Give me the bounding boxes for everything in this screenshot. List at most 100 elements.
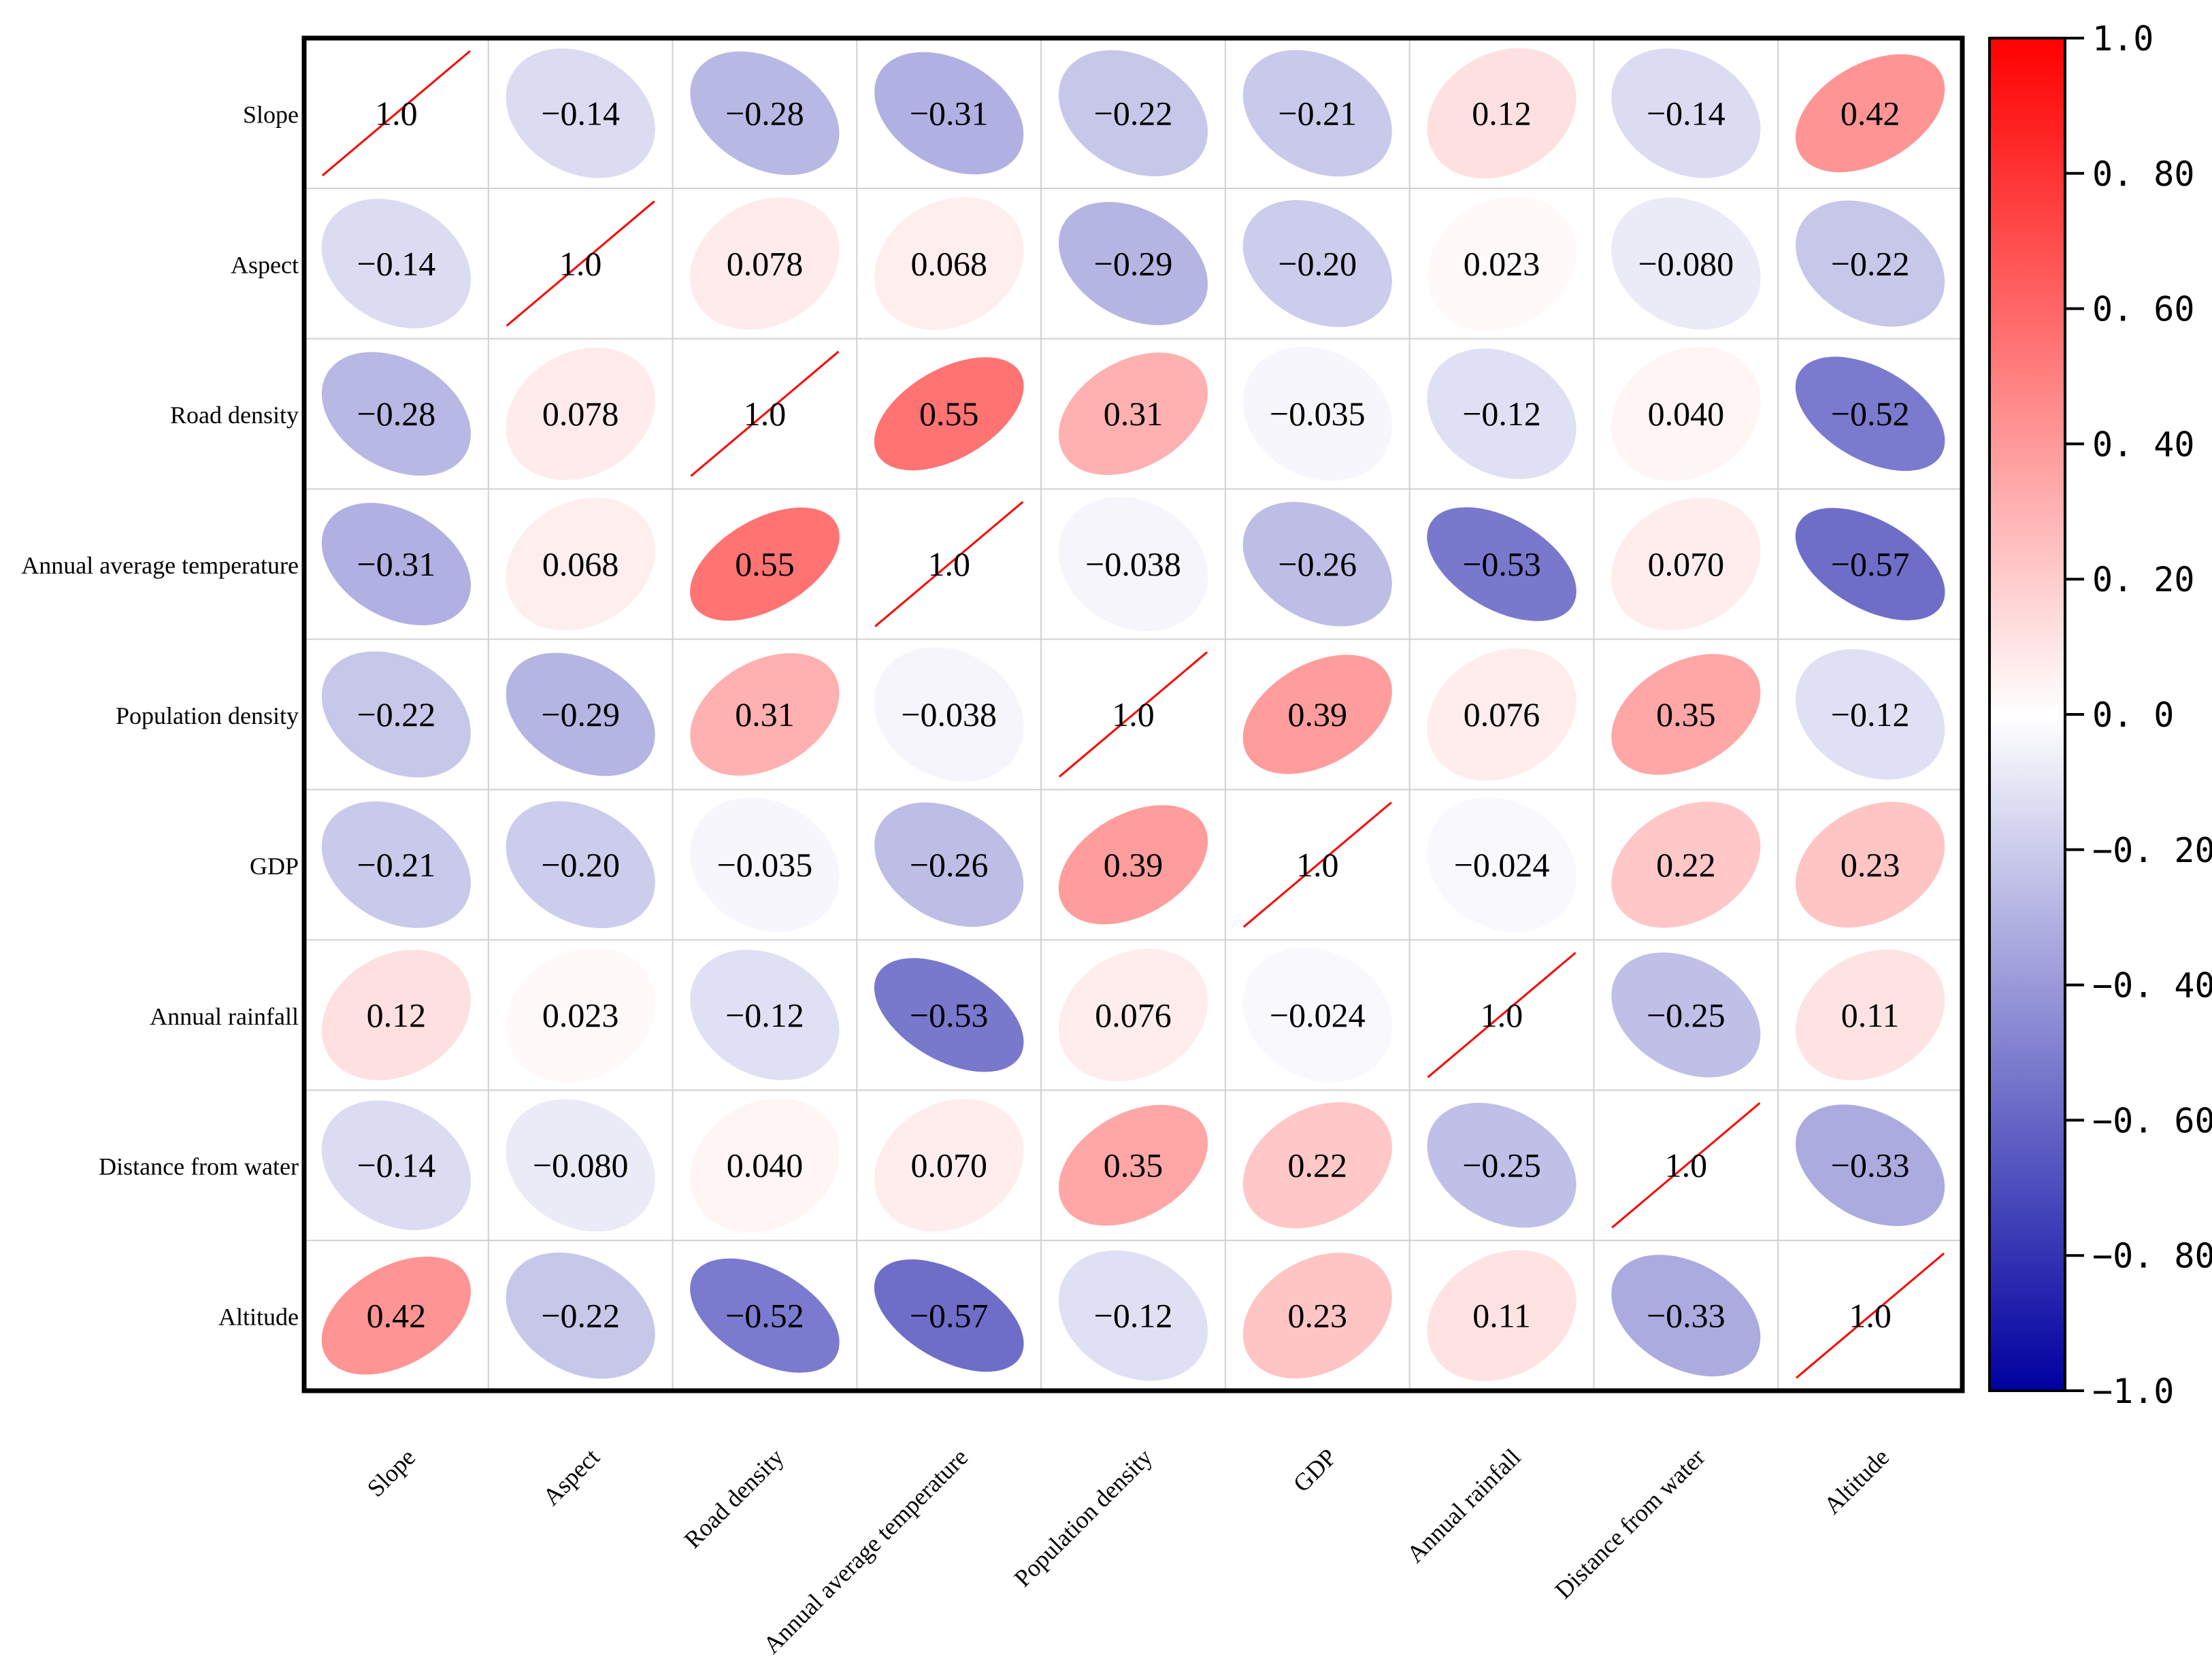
cell-population-density-annual-rainfall: 0.076 <box>1427 648 1577 781</box>
cell-gdp-altitude: 0.23 <box>1796 802 1945 928</box>
cell-altitude-population-density: −0.12 <box>1058 1250 1208 1381</box>
cell-value: 0.22 <box>1288 1146 1348 1185</box>
cell-value: −0.22 <box>1831 244 1910 282</box>
cell-value: −0.29 <box>1094 244 1173 282</box>
cell-distance-from-water-road-density: 0.040 <box>690 1098 840 1233</box>
cell-annual-rainfall-aspect: 0.023 <box>506 947 655 1083</box>
cell-value: −0.57 <box>1831 545 1910 583</box>
cell-value: −0.33 <box>1831 1146 1910 1185</box>
cell-value: −0.57 <box>910 1297 989 1335</box>
cell-gdp-slope: −0.21 <box>321 801 471 928</box>
cell-gdp-distance-from-water: 0.22 <box>1611 802 1761 928</box>
colorbar-tick-label: −0. 40 <box>2092 966 2212 1006</box>
correlation-ellipse <box>506 1252 655 1379</box>
correlation-ellipse <box>690 51 840 176</box>
correlation-ellipse <box>506 1099 655 1232</box>
cell-value: 0.55 <box>919 395 979 433</box>
correlation-ellipse <box>1427 507 1577 621</box>
cell-distance-from-water-annual-rainfall: −0.25 <box>1427 1102 1577 1228</box>
cell-value: 0.078 <box>542 395 619 433</box>
y-label-road-density: Road density <box>170 401 299 429</box>
cell-slope-annual-rainfall: 0.12 <box>1427 48 1577 179</box>
correlation-ellipse <box>1427 1250 1577 1381</box>
correlation-ellipse <box>1242 947 1393 1083</box>
matrix-cells: 1.0 −0.14 −0.28 −0.31 −0.22 −0.21 0.12 −0.14 0.4… <box>321 48 1945 1381</box>
cell-value: −0.26 <box>910 846 989 884</box>
correlation-ellipse <box>321 1100 471 1230</box>
correlation-ellipse <box>1427 797 1577 932</box>
correlation-ellipse <box>690 507 840 621</box>
correlation-ellipse <box>1242 1253 1392 1378</box>
cell-population-density-aspect: −0.29 <box>506 652 655 776</box>
cell-altitude-annual-rainfall: 0.11 <box>1427 1250 1577 1381</box>
cell-aspect-gdp: −0.20 <box>1242 200 1392 327</box>
cell-value: 0.023 <box>1464 244 1540 282</box>
cell-road-density-annual-average-temperature: 0.55 <box>874 357 1024 471</box>
correlation-ellipse <box>1058 50 1208 177</box>
cell-value: 1.0 <box>1481 996 1523 1034</box>
diagonal-line <box>1242 802 1392 928</box>
cell-value: −0.31 <box>910 94 989 132</box>
y-label-distance-from-water: Distance from water <box>99 1153 299 1180</box>
correlation-ellipse <box>874 197 1024 330</box>
cell-aspect-distance-from-water: −0.080 <box>1611 197 1761 330</box>
x-label-distance-from-water: Distance from water <box>1549 1443 1710 1604</box>
correlation-ellipse <box>874 1099 1024 1232</box>
cell-aspect-slope: −0.14 <box>321 199 471 329</box>
diagonal-line <box>1796 1252 1945 1379</box>
cell-value: 1.0 <box>1665 1146 1708 1185</box>
y-label-annual-rainfall: Annual rainfall <box>150 1003 299 1030</box>
cell-value: −0.080 <box>533 1146 629 1185</box>
cell-population-density-altitude: −0.12 <box>1796 649 1945 780</box>
cell-altitude-annual-average-temperature: −0.57 <box>874 1259 1024 1372</box>
diagonal-line <box>506 200 655 327</box>
cell-annual-average-temperature-population-density: −0.038 <box>1058 497 1208 631</box>
x-label-road-density: Road density <box>679 1443 789 1553</box>
cell-population-density-population-density: 1.0 <box>1058 651 1208 778</box>
diagonal-line <box>690 350 840 477</box>
correlation-ellipse <box>690 949 840 1080</box>
correlation-ellipse <box>506 497 655 631</box>
cell-annual-average-temperature-altitude: −0.57 <box>1795 508 1945 621</box>
correlation-ellipse <box>690 797 840 932</box>
cell-population-density-distance-from-water: 0.35 <box>1611 654 1761 775</box>
correlation-ellipse <box>321 949 471 1080</box>
correlation-ellipse <box>321 503 471 626</box>
correlation-ellipse <box>1058 948 1208 1082</box>
cell-value: 0.35 <box>1104 1146 1163 1185</box>
correlation-ellipse <box>690 1098 840 1233</box>
correlation-ellipse <box>874 802 1024 927</box>
cell-annual-average-temperature-road-density: 0.55 <box>690 507 840 621</box>
cell-value: 1.0 <box>1296 846 1339 884</box>
y-axis-labels: Slope Aspect Road density Annual average te… <box>21 101 299 1330</box>
cell-slope-gdp: −0.21 <box>1242 50 1392 177</box>
correlation-ellipse <box>1795 357 1945 472</box>
cell-value: −0.12 <box>725 996 804 1034</box>
cell-annual-rainfall-distance-from-water: −0.25 <box>1611 953 1761 1078</box>
cell-value: 0.040 <box>1648 395 1725 433</box>
cell-slope-road-density: −0.28 <box>690 51 840 176</box>
colorbar-tick-label: 0. 60 <box>2092 290 2195 329</box>
correlation-ellipse <box>1611 802 1761 928</box>
correlation-ellipse <box>1796 54 1945 173</box>
cell-value: 0.22 <box>1656 846 1716 884</box>
colorbar-tick-label: 0. 40 <box>2092 425 2195 464</box>
cell-value: 0.11 <box>1841 996 1900 1034</box>
cell-aspect-annual-rainfall: 0.023 <box>1427 196 1577 331</box>
x-label-aspect: Aspect <box>538 1443 605 1510</box>
cell-value: 0.11 <box>1472 1297 1531 1335</box>
cell-value: −0.14 <box>357 244 436 282</box>
cell-value: 0.070 <box>1648 545 1725 583</box>
cell-slope-annual-average-temperature: −0.31 <box>874 52 1024 175</box>
cell-road-density-road-density: 1.0 <box>690 350 840 477</box>
correlation-ellipse <box>1058 201 1208 325</box>
cell-gdp-gdp: 1.0 <box>1242 802 1392 928</box>
cell-slope-slope: 1.0 <box>321 50 471 177</box>
correlation-ellipse <box>1611 654 1761 775</box>
cell-value: −0.22 <box>1094 94 1173 132</box>
cell-annual-rainfall-annual-rainfall: 1.0 <box>1427 952 1577 1078</box>
correlation-ellipse <box>1795 949 1945 1080</box>
cell-value: 1.0 <box>744 395 787 433</box>
correlation-ellipse <box>1058 497 1208 631</box>
